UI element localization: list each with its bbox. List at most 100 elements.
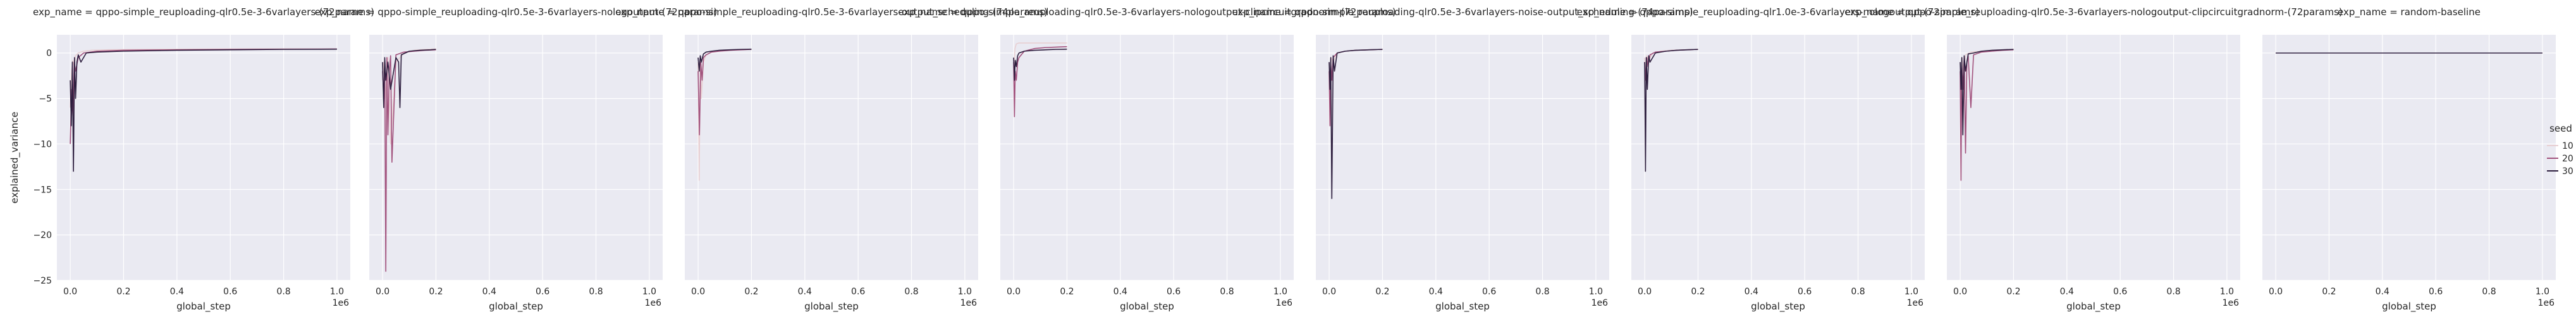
plot-area (1000, 35, 1294, 280)
legend-title: seed (2549, 123, 2572, 134)
legend-label-seed-30: 30 (2562, 166, 2573, 177)
x-tick-label: 1.0 (1904, 287, 1918, 297)
x-tick-label: 0.6 (851, 287, 865, 297)
y-axis-label: explained_variance (9, 111, 21, 203)
x-tick-label: 0.2 (2322, 287, 2336, 297)
x-tick-label: 1.0 (2536, 287, 2549, 297)
x-tick-label: 0.8 (2166, 287, 2180, 297)
panel-title: exp_name = qppo-simple_reuploading-qlr0.… (1844, 6, 2343, 18)
x-tick-label: 0.4 (1429, 287, 1443, 297)
x-tick-label: 0.0 (691, 287, 705, 297)
series-line-seed-30 (697, 48, 752, 72)
y-tick-label: −20 (33, 230, 52, 241)
series-line-seed-30 (1013, 48, 1067, 81)
x-axis-label: global_step (1435, 301, 1490, 313)
x-axis-label: global_step (804, 301, 859, 313)
facet-panel-1: exp_name = qppo-simple_reuploading-qlr0.… (33, 6, 374, 313)
x-tick-label: 1.0 (958, 287, 972, 297)
facet-panel-7: exp_name = qppo-simple_reuploading-qlr0.… (1844, 6, 2343, 313)
x-tick-label: 0.6 (1482, 287, 1496, 297)
x-tick-label: 0.4 (2376, 287, 2389, 297)
facet-panel-3: exp_name = qppo-simple_reuploading-qlr0.… (615, 6, 1048, 313)
x-tick-label: 0.8 (1535, 287, 1549, 297)
legend: seed 10 20 30 (2547, 123, 2573, 177)
x-tick-label: 1.0 (642, 287, 656, 297)
panel-title: exp_name = qppo-simple_reuploading-qlr0.… (315, 6, 717, 18)
panel-title: exp_name = qppo-simple_reuploading-qlr0.… (1232, 6, 1693, 18)
x-tick-label: 0.0 (1322, 287, 1336, 297)
panel-title: exp_name = qppo-simple_reuploading-qlr0.… (33, 6, 374, 18)
series-line-seed-30 (1960, 49, 2014, 135)
x-tick-label: 0.8 (1851, 287, 1865, 297)
plot-area (1316, 35, 1609, 280)
x-axis-label: global_step (1120, 301, 1174, 313)
series-line-seed-30 (1644, 49, 1698, 172)
plot-area (685, 35, 978, 280)
x-offset-label: 1e6 (1592, 298, 1609, 308)
x-tick-label: 0.6 (223, 287, 237, 297)
x-offset-label: 1e6 (645, 298, 662, 308)
y-tick-label: −10 (33, 139, 52, 149)
x-tick-label: 1.0 (1273, 287, 1287, 297)
y-tick-label: −5 (39, 94, 52, 104)
x-tick-label: 0.6 (536, 287, 549, 297)
x-tick-label: 0.2 (1375, 287, 1389, 297)
legend-label-seed-20: 20 (2562, 154, 2573, 164)
y-tick-label: −25 (33, 276, 52, 286)
x-tick-label: 0.6 (1798, 287, 1812, 297)
x-tick-label: 0.4 (2060, 287, 2074, 297)
x-axis-label: global_step (2066, 301, 2121, 313)
series-line-seed-10 (1013, 42, 1067, 72)
x-offset-label: 1e6 (2223, 298, 2240, 308)
facet-panel-8: exp_name = random-baseline 0.0 0.2 0.4 0.6 0.… (2262, 6, 2556, 313)
x-offset-label: 1e6 (960, 298, 978, 308)
x-tick-label: 0.8 (1220, 287, 1234, 297)
legend-label-seed-10: 10 (2562, 141, 2573, 151)
facet-panel-2: exp_name = qppo-simple_reuploading-qlr0.… (315, 6, 717, 313)
x-axis-label: global_step (1751, 301, 1805, 313)
x-offset-label: 1e6 (2538, 298, 2555, 308)
x-tick-label: 0.4 (1113, 287, 1127, 297)
x-tick-label: 0.2 (1060, 287, 1074, 297)
x-tick-label: 0.8 (2482, 287, 2496, 297)
panel-title: exp_name = qppo-simple_reuploading-qlr0.… (615, 6, 1048, 18)
x-tick-label: 0.6 (1167, 287, 1181, 297)
x-axis-label: global_step (489, 301, 543, 313)
x-tick-label: 0.2 (1691, 287, 1705, 297)
x-tick-label: 0.2 (2006, 287, 2020, 297)
y-tick-label: 0 (46, 49, 52, 59)
x-tick-label: 0.2 (429, 287, 443, 297)
x-tick-label: 0.0 (376, 287, 389, 297)
x-tick-label: 0.8 (276, 287, 290, 297)
x-tick-label: 0.8 (589, 287, 603, 297)
series-line-seed-30 (70, 48, 337, 172)
x-tick-label: 0.2 (744, 287, 758, 297)
facet-panel-5: exp_name = qppo-simple_reuploading-qlr0.… (1232, 6, 1693, 313)
facet-panel-4: exp_name = qppo-simple_reuploading-qlr0.… (898, 6, 1396, 313)
plot-area (2262, 35, 2556, 280)
x-tick-label: 0.0 (63, 287, 77, 297)
x-offset-label: 1e6 (1907, 298, 1924, 308)
x-tick-label: 0.4 (170, 287, 184, 297)
series-line-seed-30 (1328, 49, 1383, 199)
x-tick-label: 0.4 (798, 287, 812, 297)
x-axis-label: global_step (2382, 301, 2436, 313)
plot-area (57, 35, 350, 280)
x-tick-label: 0.4 (1745, 287, 1758, 297)
y-tick-label: −15 (33, 185, 52, 195)
x-tick-label: 0.8 (904, 287, 918, 297)
facet-panel-6: exp_name = qppo-simple_reuploading-qlr1.… (1577, 6, 1979, 313)
x-tick-label: 1.0 (330, 287, 344, 297)
series-line-seed-30 (382, 49, 436, 108)
plot-area (1947, 35, 2240, 280)
x-tick-label: 0.0 (2269, 287, 2283, 297)
panel-title: exp_name = qppo-simple_reuploading-qlr0.… (898, 6, 1396, 18)
x-axis-label: global_step (176, 301, 231, 313)
x-tick-label: 0.0 (1007, 287, 1021, 297)
x-tick-label: 0.4 (482, 287, 496, 297)
x-tick-label: 1.0 (2220, 287, 2234, 297)
panel-title: exp_name = qppo-simple_reuploading-qlr1.… (1577, 6, 1979, 18)
x-tick-label: 0.0 (1953, 287, 1967, 297)
x-tick-label: 0.6 (2429, 287, 2443, 297)
